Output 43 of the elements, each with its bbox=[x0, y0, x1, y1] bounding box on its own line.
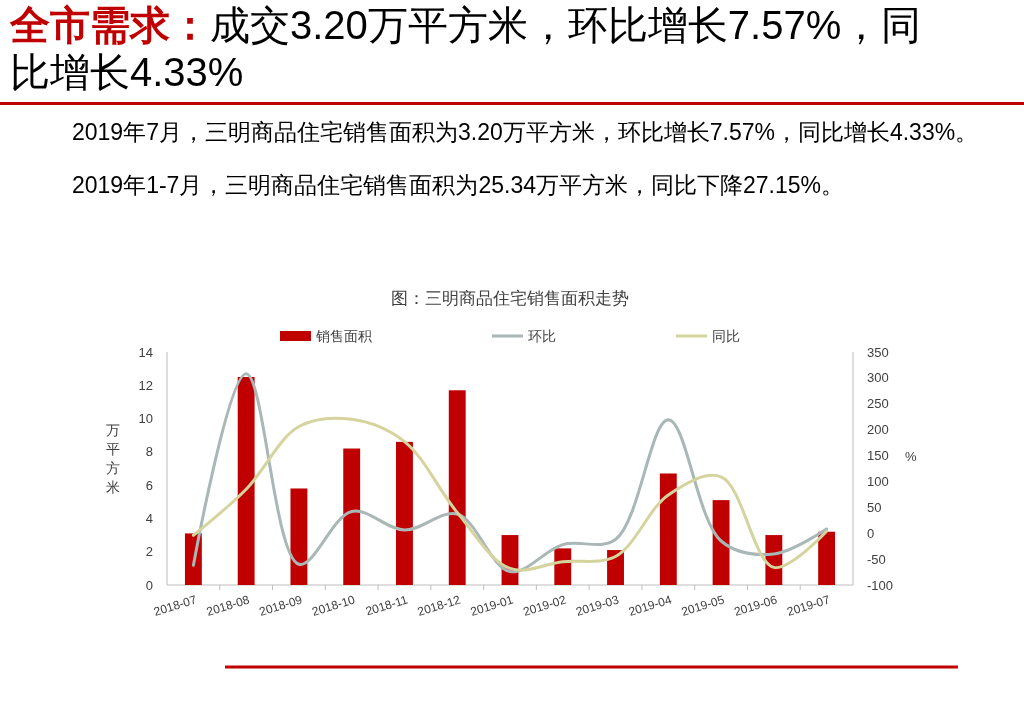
x-tick-label: 2018-11 bbox=[363, 592, 410, 619]
y2-tick-label: -50 bbox=[867, 551, 886, 567]
y2-tick-label: 100 bbox=[867, 473, 889, 489]
y-tick-label: 14 bbox=[138, 344, 153, 360]
y2-tick-label: 250 bbox=[867, 396, 889, 412]
y2-tick-label: 200 bbox=[867, 422, 889, 438]
y-tick-label: 6 bbox=[145, 477, 153, 493]
bar bbox=[607, 550, 624, 585]
bar bbox=[290, 488, 308, 585]
bar bbox=[448, 390, 466, 585]
y2-axis-title: % bbox=[905, 448, 917, 464]
y-tick-label: 8 bbox=[145, 444, 153, 460]
chart-subtitle: 图：三明商品住宅销售面积走势 bbox=[391, 289, 629, 308]
bar bbox=[554, 548, 572, 585]
y2-tick-label: 150 bbox=[867, 448, 889, 464]
chart-title: 全市需求：成交3.20万平方米，环比增长7.57%，同比增长4.33% bbox=[10, 3, 922, 94]
bar bbox=[343, 448, 361, 585]
legend-label: 同比 bbox=[712, 328, 740, 344]
y2-tick-label: 0 bbox=[867, 525, 875, 541]
y-tick-label: 10 bbox=[138, 411, 153, 427]
x-tick-label: 2019-03 bbox=[574, 592, 621, 619]
y-tick-label: 2 bbox=[145, 544, 153, 560]
bar bbox=[237, 376, 255, 585]
bar bbox=[712, 500, 730, 585]
y-axis-title: 万平方米 bbox=[106, 421, 120, 495]
legend-label: 环比 bbox=[528, 328, 556, 344]
text: 2019年1-7月，三明商品住宅销售面积为25.34万平方米，同比下降27.15%。 bbox=[72, 172, 844, 198]
bar bbox=[396, 441, 413, 585]
y-tick-label: 4 bbox=[145, 510, 153, 526]
x-tick-label: 2019-01 bbox=[468, 592, 516, 619]
x-tick-label: 2018-09 bbox=[257, 592, 305, 619]
y2-tick-label: 300 bbox=[867, 370, 889, 386]
y2-tick-label: 50 bbox=[867, 499, 882, 515]
x-tick-label: 2018-10 bbox=[310, 592, 357, 619]
legend-label: 销售面积 bbox=[315, 328, 372, 344]
y-tick-label: 12 bbox=[138, 377, 153, 393]
y2-tick-label: -100 bbox=[867, 577, 894, 593]
bar bbox=[659, 473, 677, 585]
line-series bbox=[191, 372, 829, 574]
y2-tick-label: 350 bbox=[867, 344, 889, 360]
bar bbox=[818, 531, 836, 585]
y-tick-label: 0 bbox=[145, 577, 153, 593]
text: 2019年7月，三明商品住宅销售面积为3.20万平方米，环比增长7.57%，同比增长4.33%。 bbox=[72, 119, 979, 145]
